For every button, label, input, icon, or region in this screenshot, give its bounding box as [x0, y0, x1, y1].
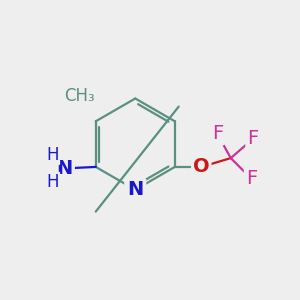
Text: O: O: [193, 158, 210, 176]
Text: N: N: [57, 159, 73, 178]
Text: F: F: [246, 169, 257, 188]
Text: F: F: [247, 130, 259, 148]
Text: F: F: [212, 124, 223, 143]
Text: N: N: [127, 180, 143, 199]
Text: CH₃: CH₃: [64, 87, 95, 105]
Text: H: H: [47, 146, 59, 164]
Text: H: H: [47, 173, 59, 191]
